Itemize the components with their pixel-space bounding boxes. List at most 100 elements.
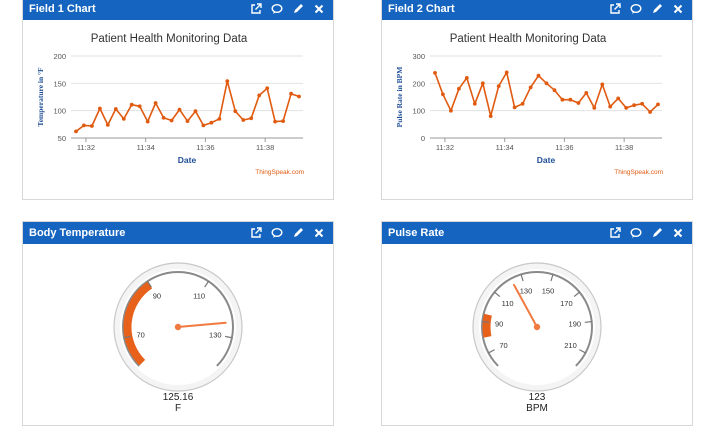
- data-point: [568, 97, 573, 102]
- data-point: [201, 123, 206, 128]
- external-link-icon[interactable]: [250, 227, 262, 239]
- gauge-scale-arc: [481, 271, 593, 367]
- gauge-tick-label: 90: [153, 291, 161, 300]
- close-icon[interactable]: [313, 227, 325, 239]
- gauge-tick: [494, 291, 501, 298]
- data-point: [616, 96, 621, 101]
- close-icon[interactable]: [313, 3, 325, 15]
- data-point: [600, 82, 605, 87]
- gauge-tick-label: 190: [569, 319, 582, 328]
- gauge-tick-label: 130: [209, 330, 222, 339]
- data-point: [177, 107, 182, 112]
- data-point: [74, 129, 78, 134]
- widget-title: Field 2 Chart: [388, 3, 455, 15]
- x-axis-title: Date: [537, 155, 556, 165]
- data-point: [528, 85, 533, 90]
- y-tick-label: 0: [421, 134, 425, 143]
- gauge-value: 125.16: [163, 392, 194, 403]
- pulse-rate-widget: Pulse Rate 70 90 110 130 150 170 190 210 123 BPM: [381, 221, 693, 426]
- data-point: [504, 70, 509, 75]
- data-point: [185, 119, 190, 123]
- gauge-tick-label: 90: [495, 319, 503, 328]
- data-point: [656, 102, 660, 107]
- data-point: [121, 117, 126, 121]
- data-point: [544, 81, 549, 86]
- y-tick-label: 300: [412, 52, 425, 61]
- pencil-icon[interactable]: [292, 227, 304, 239]
- pencil-icon[interactable]: [651, 3, 663, 15]
- pencil-icon[interactable]: [292, 3, 304, 15]
- gauge-value: 123: [529, 392, 546, 403]
- y-tick-label: 100: [53, 107, 66, 116]
- body-temperature-header: Body Temperature: [23, 222, 333, 244]
- gauge-band: [123, 281, 153, 366]
- external-link-icon[interactable]: [250, 3, 262, 15]
- comment-icon[interactable]: [630, 3, 642, 15]
- comment-icon[interactable]: [271, 3, 283, 15]
- x-tick-label: 11:38: [615, 143, 633, 152]
- gauge-tick: [573, 291, 580, 298]
- data-point: [576, 101, 581, 105]
- pencil-icon[interactable]: [651, 227, 663, 239]
- data-point: [608, 104, 613, 109]
- data-point: [457, 86, 461, 91]
- data-point: [153, 101, 158, 105]
- close-icon[interactable]: [672, 3, 684, 15]
- x-tick-label: 11:34: [496, 143, 514, 152]
- data-point: [113, 107, 118, 111]
- data-point: [193, 109, 198, 114]
- x-tick-label: 11:36: [555, 143, 573, 152]
- field1-chart-widget: Field 1 Chart Patient Health Monitoring …: [22, 0, 334, 200]
- data-point: [209, 120, 214, 125]
- field1-line-chart: Patient Health Monitoring Data 50 100 150 20…: [36, 33, 304, 176]
- x-axis-title: Date: [178, 155, 197, 165]
- field2-line-chart: Patient Health Monitoring Data 0 100 200 300…: [395, 33, 663, 176]
- close-icon[interactable]: [672, 227, 684, 239]
- data-point: [584, 91, 589, 95]
- widget-title: Pulse Rate: [388, 227, 445, 239]
- gauge-body: 70 90 110 130 125.16 F: [23, 244, 333, 425]
- gauge-tick-label: 70: [499, 341, 507, 350]
- field2-chart-header: Field 2 Chart: [382, 0, 692, 20]
- gauge-band: [482, 313, 492, 338]
- comment-icon[interactable]: [630, 227, 642, 239]
- data-point: [449, 108, 453, 113]
- gauge-scale-arc: [122, 271, 234, 367]
- external-link-icon[interactable]: [609, 227, 621, 239]
- y-tick-label: 200: [53, 52, 66, 61]
- gauge-body: 70 90 110 130 150 170 190 210 123 BPM: [382, 244, 692, 425]
- gauge-needle: [513, 283, 538, 328]
- data-point: [441, 92, 445, 97]
- x-tick-label: 11:38: [256, 143, 274, 152]
- data-point: [257, 93, 262, 98]
- data-point: [265, 86, 270, 91]
- y-tick-label: 50: [58, 134, 66, 143]
- series-line: [434, 71, 659, 117]
- data-point: [249, 116, 254, 121]
- gauge-unit: F: [175, 403, 181, 414]
- y-tick-label: 100: [412, 107, 425, 116]
- data-point: [520, 101, 525, 106]
- widget-title: Field 1 Chart: [29, 3, 96, 15]
- data-point: [289, 91, 293, 96]
- gauge-tick: [584, 321, 592, 323]
- temperature-gauge: 70 90 110 130 125.16F: [113, 262, 243, 414]
- data-point: [82, 123, 86, 128]
- x-tick-label: 11:34: [137, 143, 155, 152]
- y-tick-label: 150: [53, 79, 66, 88]
- x-tick-label: 11:32: [436, 143, 454, 152]
- gauge-hub: [533, 323, 541, 331]
- data-point: [297, 94, 301, 99]
- data-point: [592, 106, 597, 110]
- thingspeak-credit: ThingSpeak.com: [614, 169, 663, 176]
- gauge-tick: [224, 335, 233, 339]
- comment-icon[interactable]: [271, 227, 283, 239]
- data-point: [241, 118, 246, 122]
- y-axis-title: Temperature in °F: [36, 67, 45, 127]
- gauge-tick: [550, 274, 554, 282]
- gauge-tick-label: 70: [137, 330, 145, 339]
- external-link-icon[interactable]: [609, 3, 621, 15]
- gauge-tick: [482, 321, 490, 323]
- chart-body: Patient Health Monitoring Data 50 100 150 20…: [23, 20, 333, 199]
